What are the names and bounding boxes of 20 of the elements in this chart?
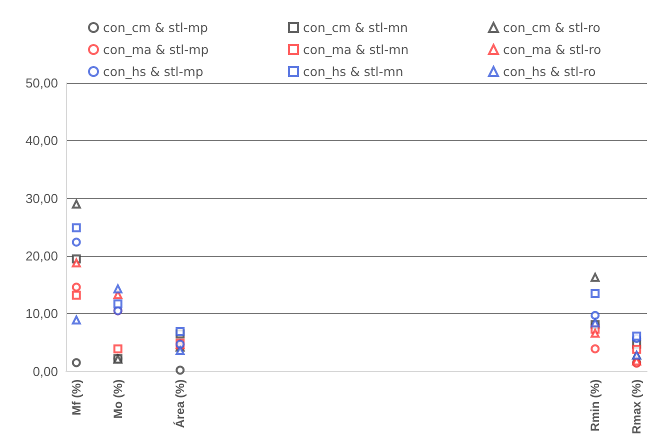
y-tick-label: 40,00 bbox=[25, 133, 58, 148]
legend-label: con_ma & stl-mn bbox=[303, 42, 409, 57]
y-tick-label: 0,00 bbox=[32, 364, 58, 379]
legend-label: con_cm & stl-mp bbox=[103, 20, 208, 35]
legend-label: con_ma & stl-mp bbox=[103, 42, 209, 57]
x-tick-label: Mo (%) bbox=[110, 379, 125, 419]
x-tick-label: Rmin (%) bbox=[588, 379, 602, 432]
legend-label: con_hs & stl-mp bbox=[103, 64, 204, 79]
legend-label: con_cm & stl-ro bbox=[503, 20, 600, 35]
x-tick-label: Rmax (%) bbox=[630, 379, 644, 434]
legend-label: con_hs & stl-ro bbox=[503, 64, 596, 79]
y-tick-label: 30,00 bbox=[25, 190, 58, 206]
y-tick-label: 10,00 bbox=[25, 306, 58, 322]
legend-label: con_hs & stl-mn bbox=[303, 64, 404, 79]
legend-label: con_cm & stl-mn bbox=[303, 20, 408, 35]
y-tick-label: 20,00 bbox=[25, 248, 58, 264]
legend-label: con_ma & stl-ro bbox=[503, 42, 602, 57]
x-tick-label: Mf (%) bbox=[69, 379, 84, 416]
y-tick-label: 50,00 bbox=[25, 76, 58, 90]
x-tick-label: Área (%) bbox=[173, 379, 188, 428]
